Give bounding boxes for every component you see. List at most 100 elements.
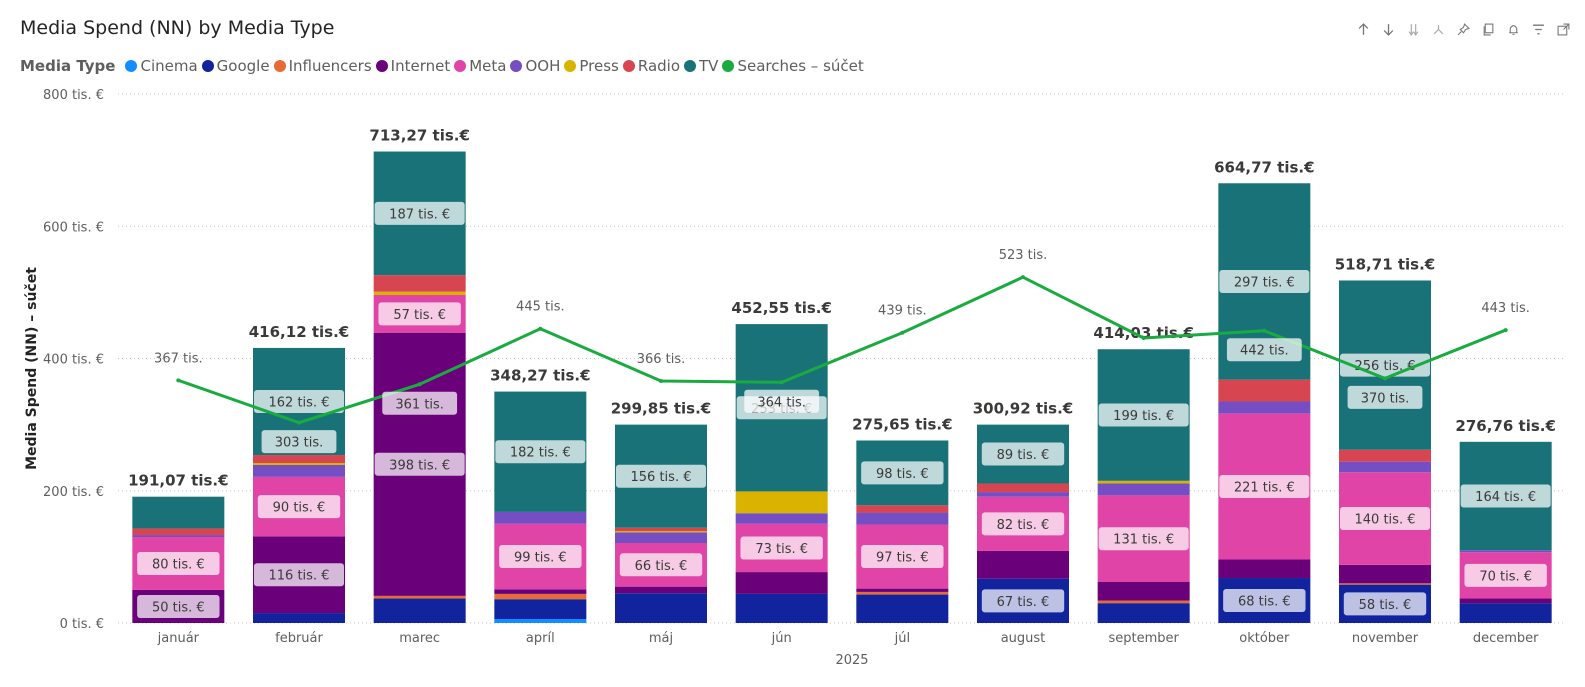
- legend-item-searches[interactable]: Searches – súčet: [722, 57, 864, 75]
- legend-dot: [375, 60, 388, 72]
- segment-data-label: 90 tis. €: [273, 501, 326, 516]
- searches-point: [538, 326, 543, 331]
- expand-hierarchy-icon[interactable]: [1431, 22, 1446, 37]
- x-tick-label: jún: [771, 631, 792, 646]
- segment-data-label: 67 tis. €: [997, 595, 1050, 610]
- focus-mode-icon[interactable]: [1556, 22, 1571, 37]
- segment-data-label-background: [137, 594, 220, 618]
- segment-data-label-background: [981, 512, 1065, 536]
- x-tick-label: november: [1352, 631, 1419, 646]
- searches-data-label: 303 tis.: [275, 436, 324, 451]
- segment-data-label: 156 tis. €: [631, 470, 692, 485]
- searches-data-label-background: [1226, 338, 1302, 362]
- segment-data-label-background: [374, 201, 465, 225]
- legend-item-meta[interactable]: Meta: [454, 57, 506, 75]
- searches-point: [1262, 328, 1267, 333]
- searches-data-label: 443 tis.: [1481, 301, 1530, 316]
- bar-segment-influencers: [373, 595, 466, 599]
- bar-segment-press: [373, 291, 466, 296]
- x-tick-label: február: [275, 631, 323, 646]
- legend-item-cinema[interactable]: Cinema: [125, 57, 198, 75]
- bar-segment-internet: [977, 550, 1069, 579]
- x-tick-label: január: [157, 631, 200, 646]
- bar-segment-radio: [977, 483, 1069, 493]
- segment-data-label-background: [861, 545, 944, 569]
- bar-segment-ooh: [735, 513, 828, 524]
- bar-segment-internet: [615, 586, 707, 594]
- searches-data-label-background: [382, 391, 458, 415]
- bar-total-label: 275,65 tis.€: [852, 415, 952, 433]
- segment-data-label: 73 tis. €: [755, 542, 808, 557]
- bar-segment-press: [735, 491, 828, 514]
- bar-segment-internet: [1459, 598, 1552, 604]
- searches-point: [659, 378, 663, 383]
- arrow-down-icon[interactable]: [1381, 22, 1396, 37]
- segment-data-label: 164 tis. €: [1475, 490, 1536, 505]
- bar-segment-tv: [132, 496, 225, 529]
- bar-segment-radio: [1218, 379, 1311, 402]
- x-tick-label: júl: [894, 631, 910, 646]
- legend-item-influencers[interactable]: Influencers: [273, 57, 372, 75]
- bar-segment-internet: [1218, 559, 1311, 579]
- segment-data-label-background: [1223, 589, 1306, 613]
- legend-item-press[interactable]: Press: [564, 57, 619, 75]
- bar-segment-radio: [1339, 449, 1431, 462]
- legend-label: OOH: [525, 57, 561, 75]
- arrow-up-icon[interactable]: [1356, 22, 1371, 37]
- searches-point: [900, 330, 905, 335]
- segment-data-label: 199 tis. €: [1113, 409, 1174, 424]
- segment-data-label-background: [616, 464, 706, 488]
- legend-dot: [510, 60, 523, 72]
- bar-segment-google: [494, 599, 587, 620]
- legend-item-internet[interactable]: Internet: [375, 57, 451, 75]
- legend-label: Internet: [390, 57, 451, 75]
- y-tick-label: 400 tis. €: [43, 353, 104, 368]
- legend-item-google[interactable]: Google: [201, 57, 270, 75]
- bar-segment-google: [735, 593, 828, 623]
- bar-segment-ooh: [1459, 550, 1552, 553]
- segment-data-label: 162 tis. €: [269, 395, 330, 410]
- segment-data-label-background: [378, 302, 461, 326]
- segment-data-label: 297 tis. €: [1234, 275, 1295, 290]
- bar-segment-influencers: [494, 593, 587, 600]
- legend-item-ooh[interactable]: OOH: [510, 57, 560, 75]
- searches-data-label: 361 tis.: [395, 397, 444, 412]
- bar-segment-google: [615, 593, 707, 623]
- segment-data-label: 99 tis. €: [514, 551, 567, 566]
- segment-data-label-background: [1460, 484, 1551, 508]
- bar-segment-ooh: [615, 532, 707, 543]
- bar-segment-influencers: [856, 591, 949, 595]
- y-tick-label: 0 tis. €: [60, 617, 104, 632]
- legend-item-tv[interactable]: TV: [684, 57, 718, 75]
- filter-icon[interactable]: [1531, 22, 1546, 37]
- bar-segment-google: [1459, 603, 1552, 623]
- segment-data-label-background: [137, 551, 220, 575]
- bar-segment-radio: [615, 527, 707, 532]
- segment-data-label-background: [1340, 507, 1430, 531]
- segment-data-label: 116 tis. €: [269, 569, 330, 584]
- copy-icon[interactable]: [1481, 22, 1496, 37]
- bar-segment-internet: [856, 588, 949, 592]
- segment-data-label: 256 tis. €: [1355, 359, 1416, 374]
- legend-dot: [273, 60, 286, 72]
- x-tick-label: marec: [399, 631, 440, 646]
- legend-label: Press: [579, 57, 619, 75]
- pin-icon[interactable]: [1456, 22, 1471, 37]
- segment-data-label: 187 tis. €: [389, 207, 450, 222]
- segment-data-label: 66 tis. €: [635, 559, 688, 574]
- bell-icon[interactable]: [1506, 22, 1521, 37]
- searches-point: [1383, 376, 1387, 381]
- segment-data-label: 398 tis. €: [389, 458, 450, 473]
- bar-total-label: 416,12 tis.€: [249, 323, 349, 341]
- double-arrow-down-icon[interactable]: [1406, 22, 1421, 37]
- bar-segment-google: [253, 613, 345, 623]
- legend-label: Radio: [637, 57, 681, 75]
- searches-data-label-background: [261, 430, 337, 454]
- legend-dot: [454, 60, 467, 72]
- bar-segment-ooh: [494, 511, 587, 524]
- segment-data-label-background: [1098, 527, 1189, 551]
- legend-item-radio[interactable]: Radio: [622, 57, 681, 75]
- y-tick-label: 800 tis. €: [43, 88, 104, 103]
- x-tick-label: máj: [649, 631, 673, 646]
